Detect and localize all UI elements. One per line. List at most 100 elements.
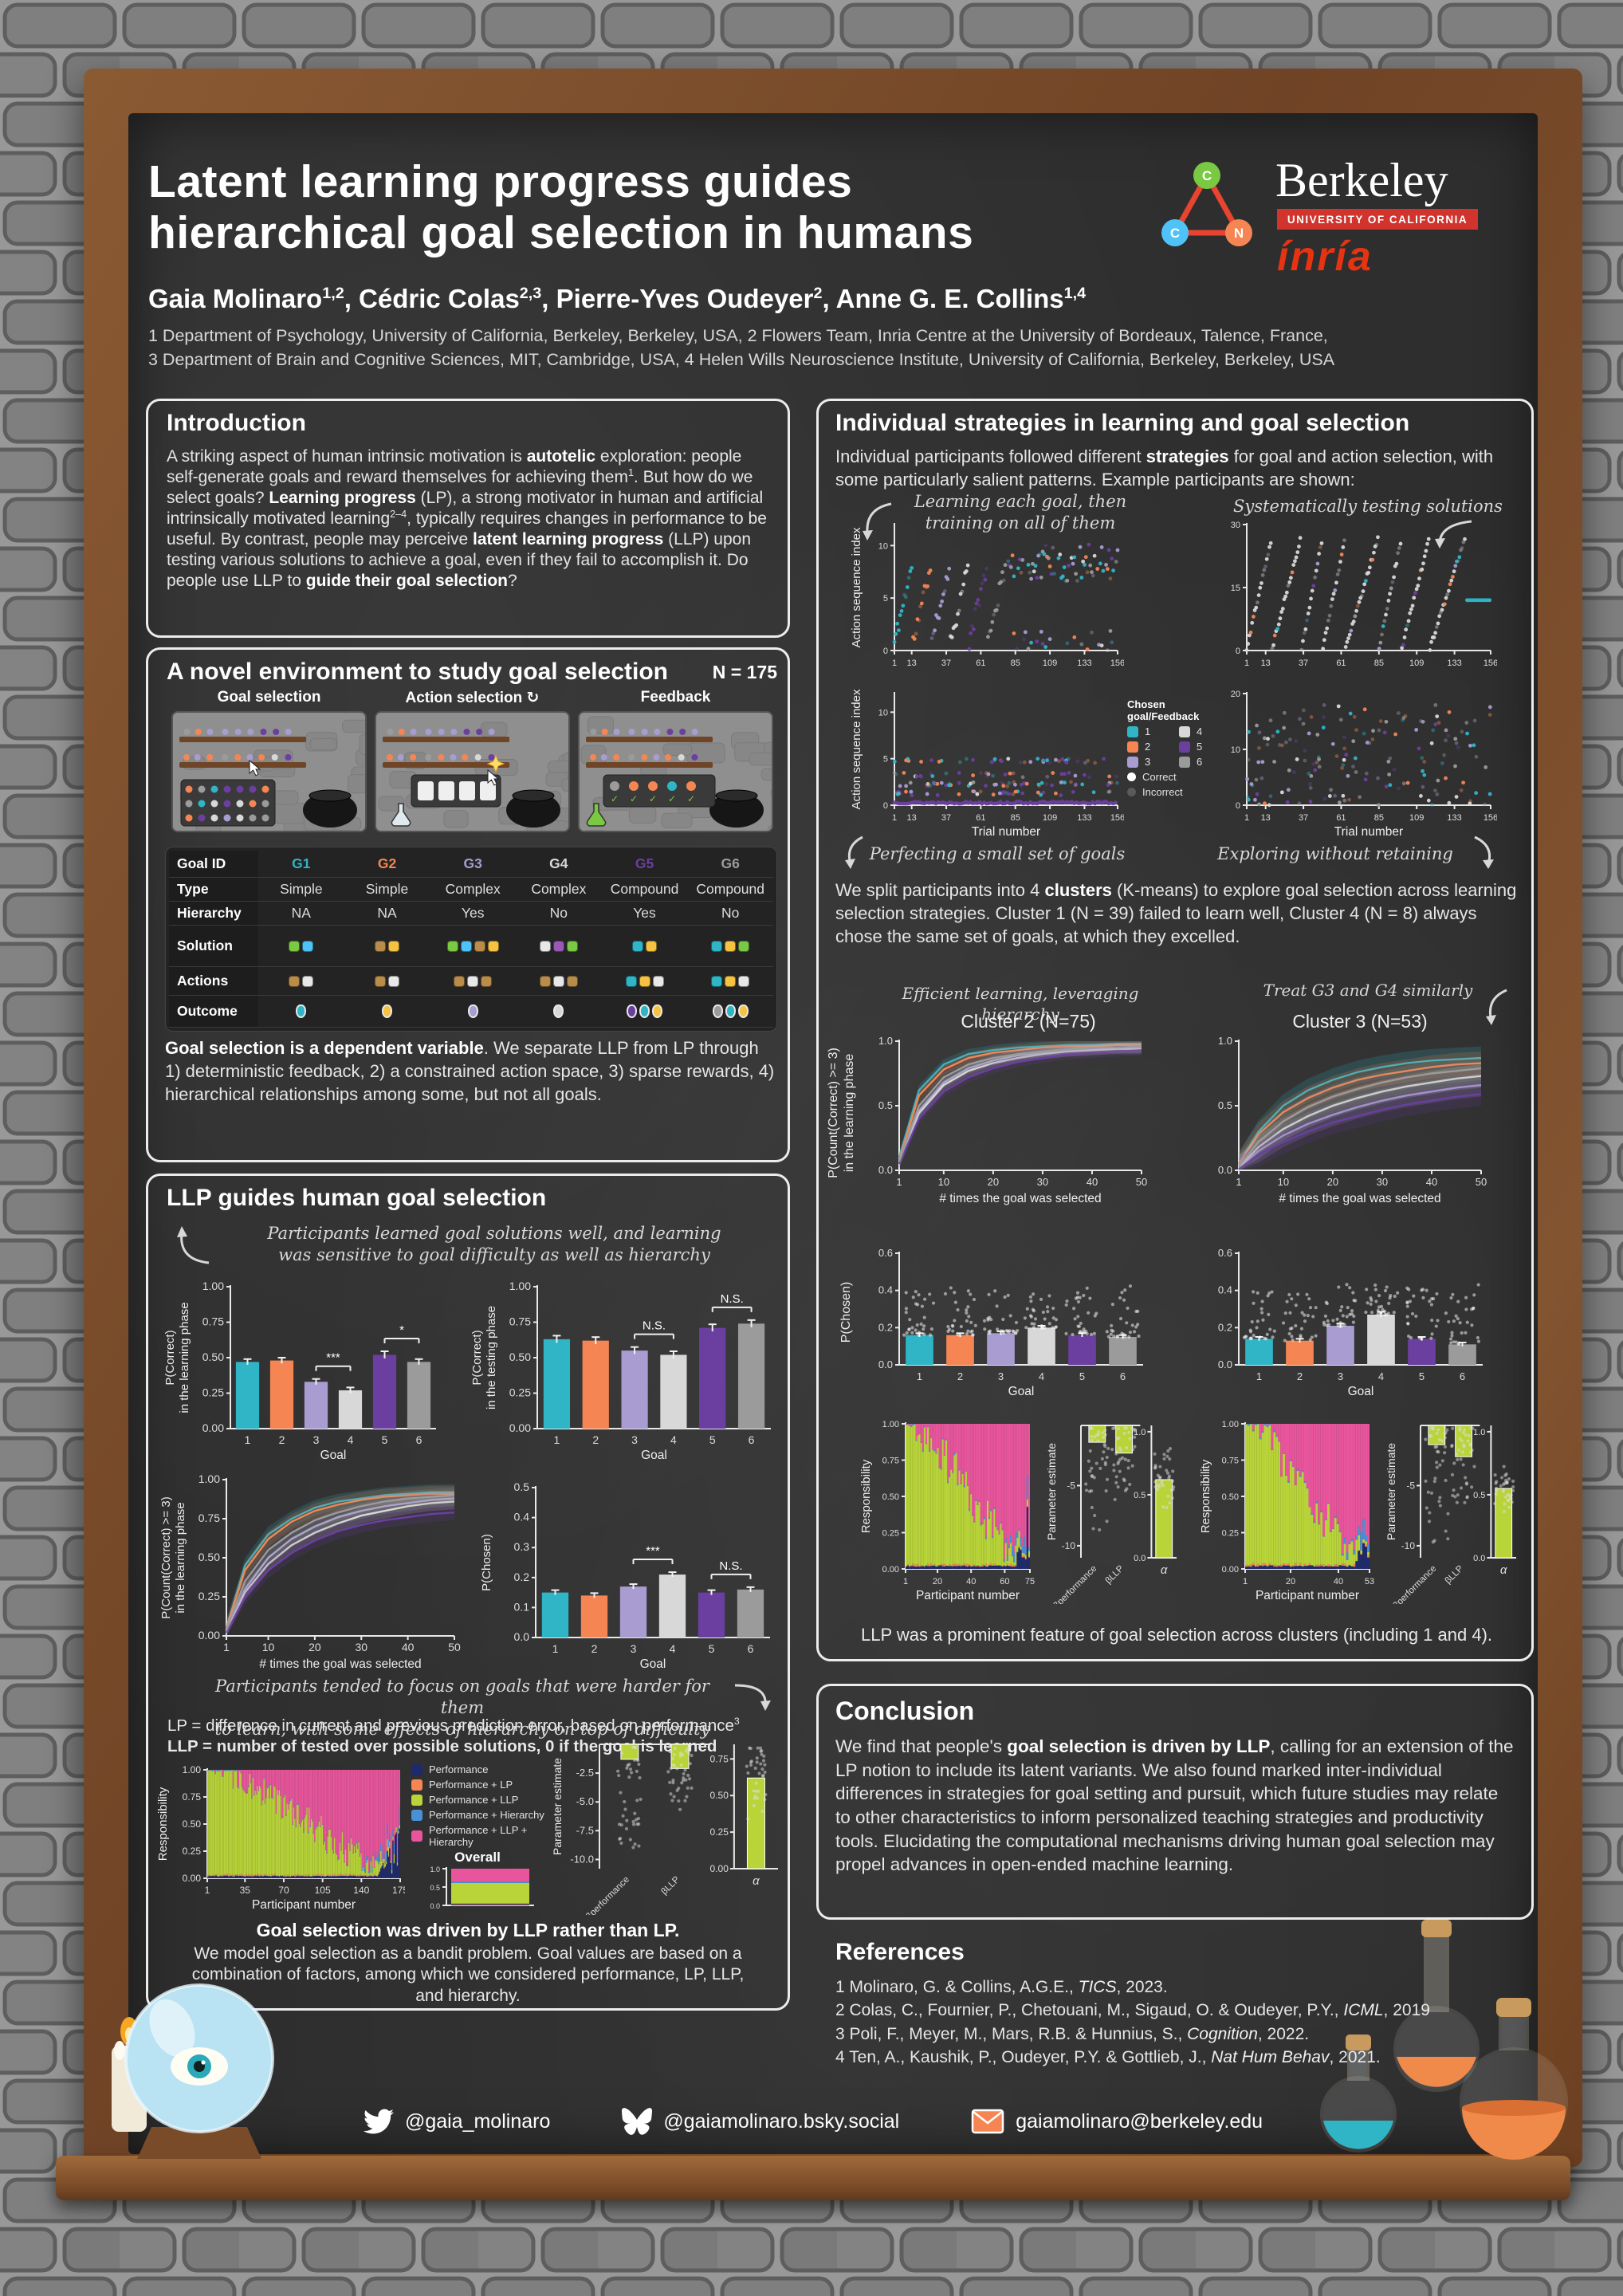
svg-text:P(Count(Correct) >= 3): P(Count(Correct) >= 3) [159,1496,173,1618]
svg-text:✓: ✓ [668,793,676,804]
chart-cluster3-params: -5 -10 βperformance βLLP 0.0 0.5 1.0 α Parameter… [1384,1417,1519,1610]
svg-text:0.00: 0.00 [1222,1565,1239,1575]
environment-box [146,647,790,1162]
svg-text:1: 1 [552,1642,559,1655]
svg-text:βperformance: βperformance [1392,1564,1439,1604]
chart-pcorrect-learning: 0.00 0.25 0.50 0.75 1.00 Goal P(Correct) in the… [163,1274,442,1464]
svg-text:109: 109 [1043,813,1057,823]
svg-text:2: 2 [592,1433,599,1446]
svg-text:1.00: 1.00 [509,1280,531,1292]
chart-strategy-perfecting: 0 5 10 1 13 37 61 85 109 133 156 Trial number Action… [850,687,1125,840]
svg-text:0.2: 0.2 [514,1571,530,1583]
svg-text:1: 1 [1244,659,1249,668]
legend-item: 6 [1179,756,1220,768]
svg-text:13: 13 [907,813,917,823]
svg-text:1.0: 1.0 [1473,1428,1485,1437]
svg-text:75: 75 [1025,1577,1035,1586]
table-row-label: Type [169,878,258,902]
svg-text:*: * [399,1323,404,1337]
svg-text:156: 156 [1483,813,1497,823]
svg-text:20: 20 [1231,690,1240,699]
panel-label-goal-selection: Goal selection [217,689,321,706]
svg-text:5: 5 [709,1642,715,1655]
svg-text:-10: -10 [1401,1540,1416,1551]
svg-text:20: 20 [988,1176,999,1188]
references-list: 1 Molinaro, G. & Collins, A.G.E., TICS, … [835,1976,1526,2070]
legend-item: Performance [411,1763,571,1775]
svg-text:Action sequence index: Action sequence index [850,689,863,809]
chalk-arrow-icon [845,835,863,869]
svg-text:0: 0 [883,647,888,656]
email-contact: gaiamolinaro@berkeley.edu [971,2106,1263,2137]
svg-text:Responsibility: Responsibility [156,1787,170,1861]
svg-text:0.6: 0.6 [878,1247,893,1259]
svg-text:Goal: Goal [1008,1385,1035,1398]
curves-y-axis-label: P(Count(Correct) >= 3) in the learning p… [827,1048,856,1178]
twitter-handle: @gaia_molinaro [404,2109,551,2133]
poster-title: Latent learning progress guides hierarch… [148,156,974,259]
svg-text:0.5: 0.5 [1218,1099,1232,1111]
svg-text:α: α [753,1874,760,1888]
svg-text:10: 10 [878,541,888,551]
chart-cluster2-params: -5 -10 βperformance βLLP 0.0 0.5 1.0 α Parameter… [1044,1417,1180,1610]
svg-text:2: 2 [957,1370,963,1382]
strategies-title: Individual strategies in learning and go… [835,410,1410,436]
svg-text:0: 0 [1236,647,1240,656]
svg-text:5: 5 [382,1433,388,1446]
svg-text:0.25: 0.25 [509,1386,531,1399]
svg-text:85: 85 [1011,813,1020,823]
svg-text:10: 10 [938,1176,949,1188]
svg-text:61: 61 [976,659,985,668]
legend-goal-colors: 1 2 3 4 5 6 [1127,725,1220,771]
svg-text:13: 13 [1261,659,1271,668]
reference-item: 1 Molinaro, G. & Collins, A.G.E., TICS, … [835,1978,1168,1996]
svg-text:βLLP: βLLP [1104,1563,1126,1586]
svg-text:0.2: 0.2 [878,1321,893,1333]
wooden-shelf [56,2156,1570,2200]
svg-text:✓: ✓ [649,793,657,804]
annotation-treat-g3-g4: Treat G3 and G4 similarly [1263,981,1473,1000]
twitter-contact: @gaia_molinaro [363,2106,551,2137]
svg-text:3: 3 [631,1433,638,1446]
svg-text:4: 4 [670,1433,677,1446]
svg-text:3: 3 [313,1433,320,1446]
llp-bottom-bold: Goal selection was driven by LLP rather … [256,1920,680,1940]
svg-text:156: 156 [1110,813,1124,823]
svg-text:1: 1 [1243,1577,1248,1586]
legend-item: Performance + LLP [411,1794,571,1806]
reference-item: 2 Colas, C., Fournier, P., Chetouani, M.… [835,2001,1430,2020]
crystal-ball-decoration [112,1983,274,2159]
svg-text:133: 133 [1077,659,1091,668]
svg-text:1: 1 [892,659,897,668]
svg-text:6: 6 [749,1433,755,1446]
svg-text:40: 40 [1334,1577,1343,1586]
svg-text:0.0: 0.0 [1473,1554,1485,1563]
svg-text:0.25: 0.25 [183,1846,202,1857]
svg-text:0.50: 0.50 [710,1790,729,1801]
svg-text:0.00: 0.00 [183,1873,202,1884]
svg-text:0.75: 0.75 [198,1512,220,1524]
svg-text:Action sequence index: Action sequence index [850,527,863,647]
svg-text:1: 1 [205,1885,210,1896]
svg-text:0.25: 0.25 [1222,1529,1239,1539]
clusters-split-text: We split participants into 4 clusters (K… [835,880,1517,947]
svg-text:1.00: 1.00 [198,1472,220,1485]
chart-cluster3-pchosen: 0.0 0.2 0.4 0.6 Goal 1 2 3 4 5 6 [1202,1240,1489,1400]
svg-text:α: α [1161,1563,1168,1577]
svg-text:0.75: 0.75 [509,1315,531,1328]
svg-text:4: 4 [348,1433,354,1446]
svg-text:0.0: 0.0 [1218,1358,1232,1370]
sample-size-label: N = 175 [712,662,777,682]
legend-item: Correct [1127,771,1220,783]
svg-text:P(Chosen): P(Chosen) [480,1534,493,1591]
svg-text:Goal: Goal [320,1449,347,1462]
svg-text:0.4: 0.4 [878,1284,893,1296]
svg-text:0.50: 0.50 [183,1818,202,1830]
svg-text:15: 15 [1231,584,1240,593]
svg-text:20: 20 [1327,1176,1338,1188]
svg-text:Goal: Goal [1348,1385,1374,1398]
svg-text:1: 1 [223,1641,230,1653]
svg-text:1: 1 [903,1577,908,1586]
svg-text:6: 6 [748,1642,754,1655]
contact-bar: @gaia_molinaro @gaiamolinaro.bsky.social… [335,2106,1291,2137]
